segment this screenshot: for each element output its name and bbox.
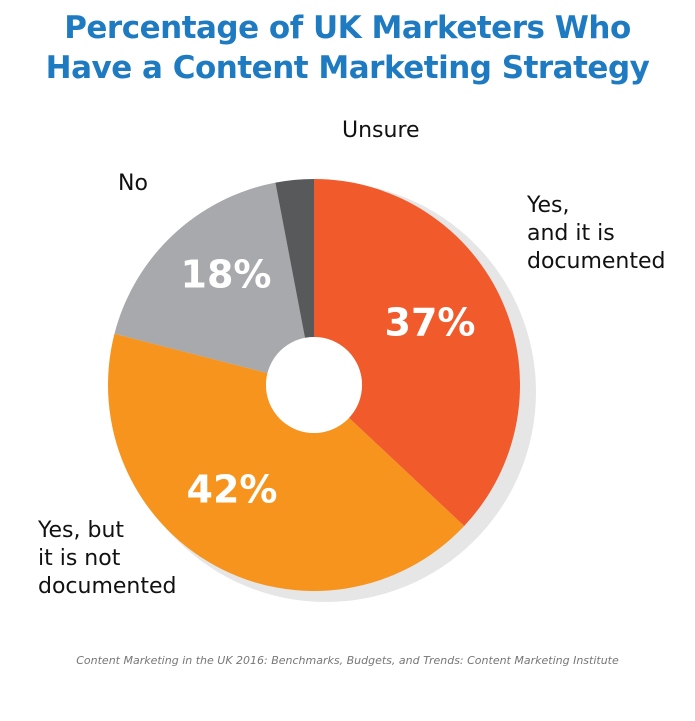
hole xyxy=(266,337,362,433)
value-label: 42% xyxy=(187,468,278,512)
value-label: 3% xyxy=(264,109,329,153)
source: Content Marketing in the UK 2016: Benchm… xyxy=(76,654,619,667)
value-label: 18% xyxy=(181,253,272,297)
slice xyxy=(314,179,520,527)
slice xyxy=(114,182,306,374)
value-label: 37% xyxy=(385,301,476,345)
category-label: Yes, and it is documented xyxy=(527,193,666,274)
slice xyxy=(107,333,465,592)
chart-title: Percentage of UK Marketers Who Have a Co… xyxy=(45,10,650,86)
category-label: Yes, but it is not documented xyxy=(38,518,177,599)
slice xyxy=(275,179,314,338)
category-label: No xyxy=(118,171,148,196)
category-label: Unsure xyxy=(342,118,420,143)
